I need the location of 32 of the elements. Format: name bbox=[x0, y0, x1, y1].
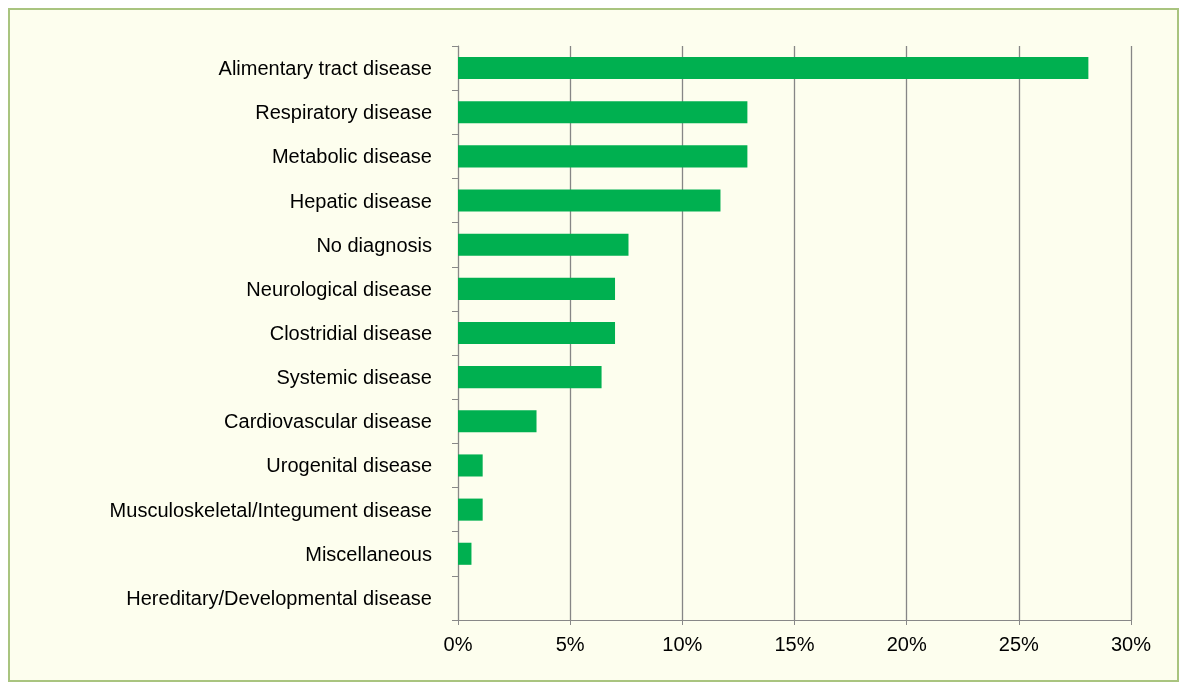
bar bbox=[458, 410, 537, 433]
x-tick-label: 10% bbox=[662, 633, 703, 655]
x-tick-label: 5% bbox=[555, 633, 585, 655]
y-tick-label: Alimentary tract disease bbox=[218, 57, 432, 80]
y-tick-label: Clostridial disease bbox=[269, 322, 432, 344]
y-tick-label: Respiratory disease bbox=[255, 101, 432, 124]
y-tick-label: Systemic disease bbox=[276, 366, 432, 389]
y-tick-label: Cardiovascular disease bbox=[224, 410, 432, 433]
y-tick-label: Neurological disease bbox=[246, 277, 432, 300]
bar bbox=[458, 145, 748, 168]
y-tick-label: Urogenital disease bbox=[266, 454, 432, 477]
bar bbox=[458, 233, 629, 256]
bar bbox=[458, 366, 602, 389]
bar bbox=[458, 57, 1089, 80]
x-tick-label: 0% bbox=[443, 633, 473, 655]
y-tick-label: Hepatic disease bbox=[289, 189, 432, 212]
bar bbox=[458, 542, 472, 565]
bar bbox=[458, 189, 721, 212]
y-tick-label: Metabolic disease bbox=[271, 145, 432, 168]
x-tick-label: 25% bbox=[998, 633, 1040, 655]
x-tick-label: 30% bbox=[1110, 633, 1152, 655]
y-tick-label: Musculoskeletal/Integument disease bbox=[109, 498, 432, 521]
y-tick-label: Hereditary/Developmental disease bbox=[126, 586, 432, 609]
bar bbox=[458, 277, 616, 300]
y-tick-label: No diagnosis bbox=[316, 233, 432, 256]
y-tick-label: Miscellaneous bbox=[305, 542, 432, 565]
bar bbox=[458, 101, 748, 124]
x-tick-label: 20% bbox=[886, 633, 927, 655]
bar bbox=[458, 498, 483, 521]
bar bbox=[458, 454, 483, 477]
x-tick-label: 15% bbox=[774, 633, 815, 655]
bar bbox=[458, 321, 616, 345]
